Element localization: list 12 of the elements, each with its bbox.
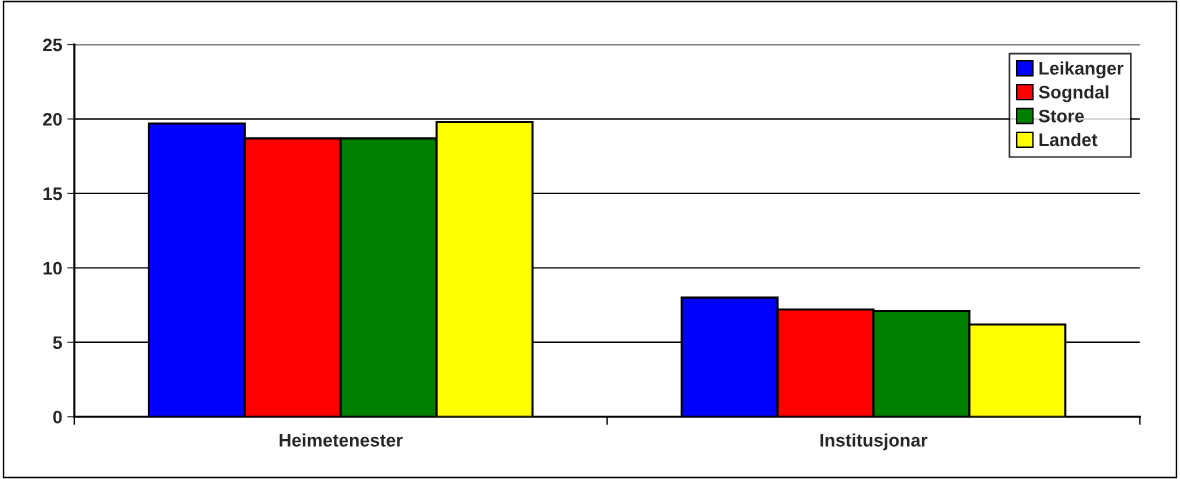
x-tick-label: Institusjonar [820,433,928,451]
legend-label: Leikanger [1039,61,1124,79]
y-tick-label: 5 [53,336,63,350]
y-tick-label: 0 [53,410,62,424]
y-tick-label: 25 [43,38,63,52]
y-tick-label: 15 [43,187,63,201]
y-tick-label: 10 [43,261,62,275]
x-tick-label: Heimetenester [279,433,403,447]
y-tick-label: 20 [43,112,62,126]
legend-label: Sogndal [1038,85,1109,103]
legend-label: Store [1038,109,1084,123]
legend-label: Landet [1039,132,1098,147]
